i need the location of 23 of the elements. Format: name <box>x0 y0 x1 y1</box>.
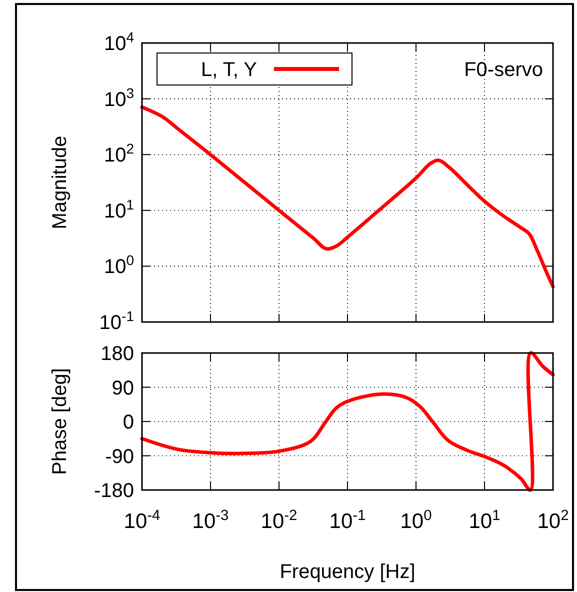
y-tick-label: 0 <box>122 412 134 434</box>
y-tick-label: -90 <box>105 446 134 468</box>
y-axis-title: Phase [deg] <box>49 368 71 475</box>
y-tick-label: 10$^{2}$ <box>104 140 134 167</box>
x-tick-label: 10$^{-4}$ <box>124 508 160 533</box>
x-tick-label: 10$^{2}$ <box>537 508 569 533</box>
y-tick-label: 10$^{1}$ <box>104 196 134 222</box>
x-tick-label: 10$^{-3}$ <box>192 508 229 533</box>
y-tick-label: 10$^{3}$ <box>104 84 134 111</box>
y-axis-title: Magnitude <box>49 136 71 230</box>
x-tick-label: 10$^{-1}$ <box>329 508 366 533</box>
x-axis-title: Frequency [Hz] <box>280 561 416 583</box>
y-tick-label: 180 <box>100 343 134 365</box>
legend-label: L, T, Y <box>201 59 257 81</box>
y-tick-label: -180 <box>94 480 134 502</box>
y-tick-label: 10$^{-1}$ <box>99 308 134 334</box>
y-tick-label: 10$^{4}$ <box>104 29 134 55</box>
annotation: F0-servo <box>464 59 543 81</box>
x-tick-label: 10$^{1}$ <box>468 508 500 533</box>
x-tick-label: 10$^{0}$ <box>400 508 432 533</box>
y-tick-label: 90 <box>112 377 134 400</box>
x-tick-label: 10$^{-2}$ <box>260 508 298 533</box>
y-tick-label: 10$^{0}$ <box>104 252 134 278</box>
